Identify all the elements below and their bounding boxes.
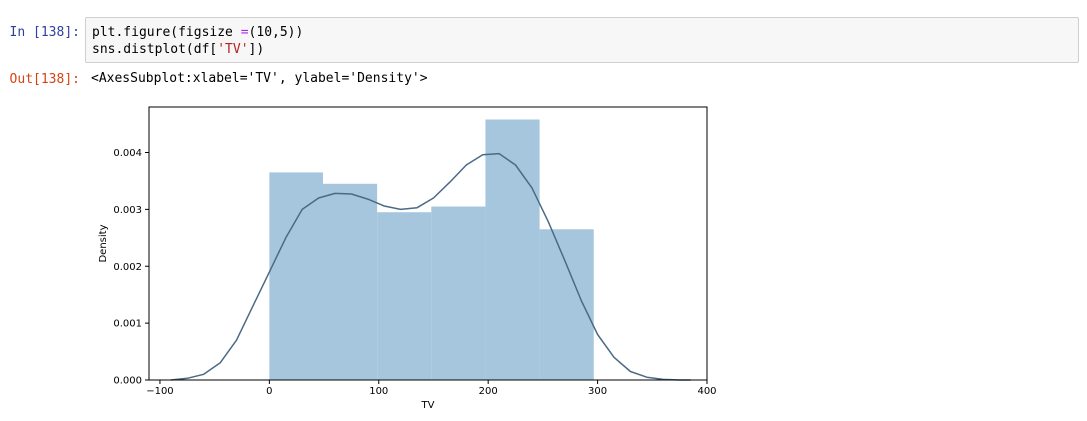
histogram-bar-1 — [322, 183, 378, 380]
histogram-bar-5 — [539, 229, 594, 380]
x-tick-label: 200 — [479, 386, 498, 397]
x-tick-label: 100 — [369, 386, 388, 397]
code-text: ]) — [248, 42, 265, 57]
output-prompt: Out[138]: — [9, 72, 80, 87]
code-cell[interactable]: plt.figure(figsize =(10,5)) sns.distplot… — [85, 17, 1079, 63]
histogram-bar-2 — [377, 212, 432, 380]
y-tick-label: 0.001 — [113, 319, 142, 330]
code-text: sns.distplot(df[ — [92, 42, 218, 57]
x-tick-label: 400 — [697, 386, 716, 397]
y-tick-label: 0.000 — [113, 376, 142, 387]
x-axis-label: TV — [421, 400, 435, 411]
histogram-bar-3 — [431, 206, 486, 380]
y-tick-label: 0.002 — [113, 262, 142, 273]
code-text: (10,5)) — [248, 25, 304, 40]
code-text: plt.figure(figsize — [92, 25, 241, 40]
y-tick-label: 0.003 — [113, 205, 142, 216]
y-tick-label: 0.004 — [113, 148, 142, 159]
histogram-bar-4 — [485, 119, 540, 380]
x-tick-label: 300 — [588, 386, 607, 397]
code-line-1: plt.figure(figsize =(10,5)) — [92, 25, 303, 40]
output-text: <AxesSubplot:xlabel='TV', ylabel='Densit… — [91, 71, 428, 86]
code-line-2: sns.distplot(df['TV']) — [92, 42, 264, 57]
y-axis-label: Density — [98, 224, 109, 262]
input-prompt: In [138]: — [9, 25, 80, 40]
plot-frame — [148, 106, 708, 381]
kde-line — [170, 152, 691, 381]
histogram-bar-0 — [269, 172, 323, 380]
code-operator: = — [240, 25, 249, 40]
x-tick-label: −100 — [146, 386, 173, 397]
code-string: 'TV' — [217, 42, 249, 57]
x-tick-label: 0 — [266, 386, 272, 397]
